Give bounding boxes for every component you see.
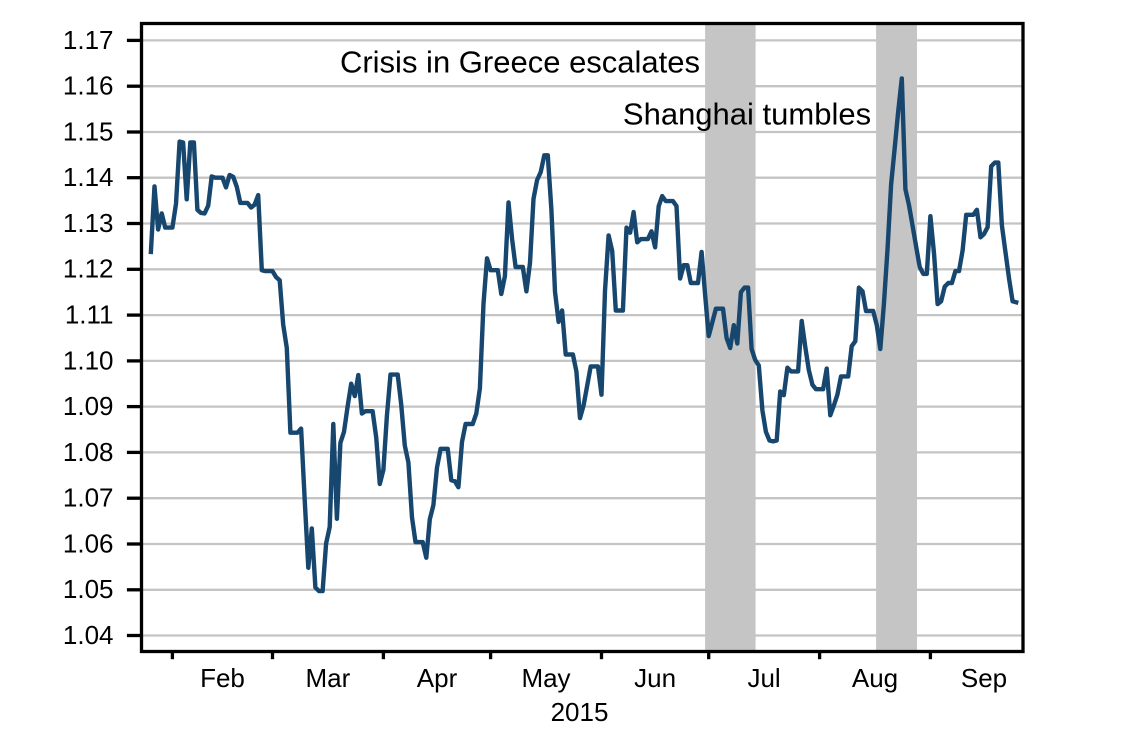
svg-text:May: May bbox=[521, 663, 570, 693]
svg-text:Aug: Aug bbox=[852, 663, 898, 693]
svg-text:1.04: 1.04 bbox=[63, 620, 114, 650]
svg-text:1.06: 1.06 bbox=[63, 528, 114, 558]
svg-text:Jun: Jun bbox=[634, 663, 676, 693]
svg-text:1.09: 1.09 bbox=[63, 391, 114, 421]
svg-text:Shanghai tumbles: Shanghai tumbles bbox=[623, 97, 871, 132]
svg-text:1.17: 1.17 bbox=[63, 25, 114, 55]
svg-text:Feb: Feb bbox=[200, 663, 245, 693]
svg-text:Crisis in Greece escalates: Crisis in Greece escalates bbox=[340, 45, 700, 80]
svg-text:2015: 2015 bbox=[551, 697, 609, 727]
svg-text:1.10: 1.10 bbox=[63, 345, 114, 375]
svg-text:Mar: Mar bbox=[306, 663, 351, 693]
svg-text:1.11: 1.11 bbox=[65, 300, 114, 330]
svg-text:1.12: 1.12 bbox=[63, 254, 114, 284]
svg-text:1.15: 1.15 bbox=[63, 116, 114, 146]
svg-text:1.13: 1.13 bbox=[63, 208, 114, 238]
svg-text:Apr: Apr bbox=[417, 663, 458, 693]
svg-text:1.16: 1.16 bbox=[63, 71, 114, 101]
svg-text:1.07: 1.07 bbox=[63, 483, 114, 513]
svg-text:Sep: Sep bbox=[961, 663, 1007, 693]
svg-text:1.14: 1.14 bbox=[63, 162, 114, 192]
svg-text:Jul: Jul bbox=[747, 663, 780, 693]
svg-text:1.08: 1.08 bbox=[63, 437, 114, 467]
svg-text:1.05: 1.05 bbox=[63, 574, 114, 604]
